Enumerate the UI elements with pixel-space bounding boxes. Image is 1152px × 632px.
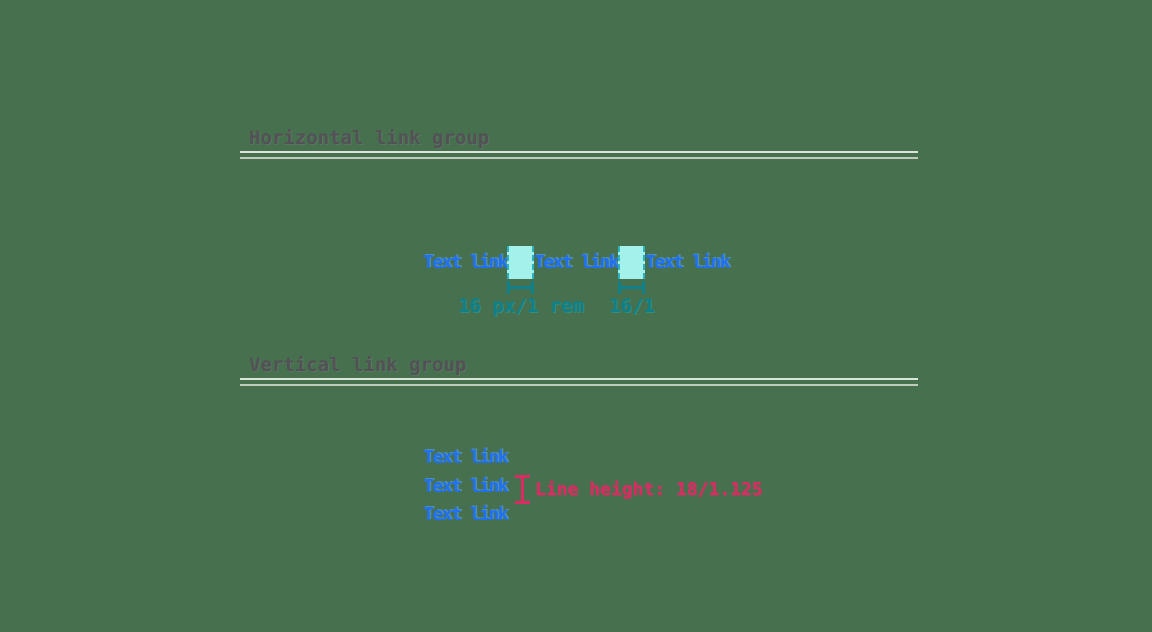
text-link[interactable]: Text link: [423, 504, 509, 525]
spacing-unit-block: [506, 246, 534, 279]
vertical-link-group: Text link Text link Text link: [423, 444, 509, 530]
spacing-measurement-label: 16 px/1 rem: [458, 295, 584, 317]
spacing-unit-block: [618, 246, 646, 279]
text-link[interactable]: Text link: [423, 447, 509, 468]
width-measure-icon: [507, 281, 534, 294]
text-link[interactable]: Text link: [422, 251, 509, 273]
horizontal-group-heading: Horizontal link group: [249, 127, 490, 149]
text-link[interactable]: Text link: [645, 251, 731, 273]
section-divider: [240, 378, 918, 386]
horizontal-link-group: Text link Text link Text link: [0, 246, 1152, 279]
line-height-label: Line height: 18/1.125: [535, 479, 763, 500]
section-divider: [240, 151, 918, 159]
vertical-group-heading: Vertical link group: [249, 354, 467, 376]
line-height-measure-icon: [515, 475, 530, 504]
spacing-measurement-label: 16/1: [609, 295, 655, 317]
text-link[interactable]: Text link: [423, 475, 509, 497]
width-measure-icon: [618, 281, 645, 294]
text-link[interactable]: Text link: [533, 251, 620, 273]
